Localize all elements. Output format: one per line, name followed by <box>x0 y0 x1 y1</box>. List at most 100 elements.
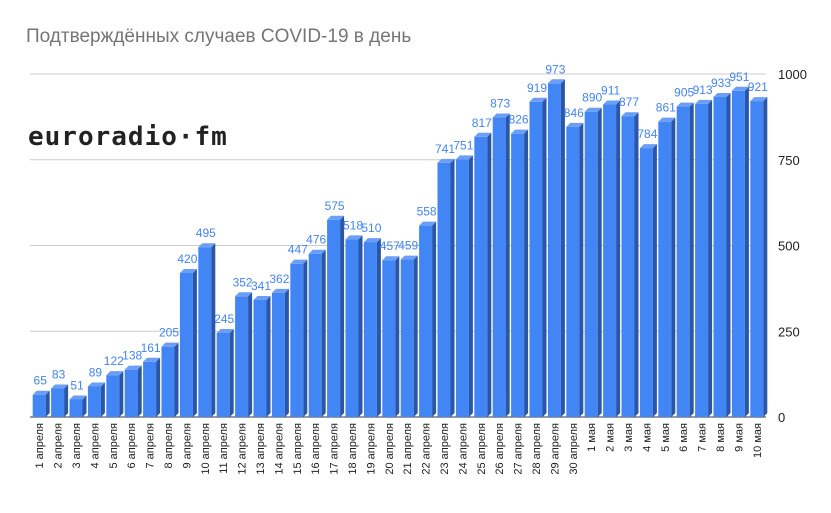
x-tick-label: 7 апреля <box>145 423 157 469</box>
data-label: 161 <box>141 341 161 355</box>
bar <box>290 263 304 417</box>
data-label: 861 <box>656 101 676 115</box>
bar-side <box>119 371 124 417</box>
x-tick-label: 18 апреля <box>347 423 359 475</box>
x-tick-label: 8 апреля <box>163 423 175 469</box>
bar <box>400 259 414 417</box>
data-label: 518 <box>343 218 363 232</box>
bar-side <box>174 342 179 417</box>
data-label: 951 <box>729 70 749 84</box>
bar-side <box>303 259 308 417</box>
bar-side <box>597 107 602 417</box>
x-tick-label: 13 апреля <box>255 423 267 475</box>
bar-top <box>216 328 234 333</box>
bar <box>529 101 543 418</box>
bar-side <box>45 390 50 417</box>
bar <box>621 116 635 418</box>
data-label: 495 <box>196 226 216 240</box>
bar-side <box>192 268 197 417</box>
bar-side <box>340 215 345 417</box>
x-tick-label: 10 мая <box>752 423 764 458</box>
x-tick-label: 4 мая <box>641 423 653 452</box>
x-tick-label: 1 мая <box>586 423 598 452</box>
bar-top <box>529 97 547 102</box>
bar-side <box>82 395 87 417</box>
bar-side <box>689 102 694 418</box>
bar-top <box>676 102 694 107</box>
data-label: 138 <box>122 349 142 363</box>
x-tick-label: 19 апреля <box>365 423 377 475</box>
x-tick-label: 17 апреля <box>329 423 341 475</box>
bar-top <box>308 249 326 254</box>
x-tick-label: 3 апреля <box>71 423 83 469</box>
bar-side <box>652 144 657 417</box>
bar <box>455 159 469 418</box>
bar-top <box>547 79 565 84</box>
bar <box>106 375 120 417</box>
bar <box>161 346 175 417</box>
x-tick-label: 16 апреля <box>310 423 322 475</box>
x-tick-label: 28 апреля <box>531 423 543 475</box>
bar-top <box>474 132 492 137</box>
bar-top <box>695 99 713 104</box>
bar-top <box>345 235 363 240</box>
data-label: 89 <box>89 365 103 379</box>
data-label: 341 <box>251 279 271 293</box>
bar-top <box>179 268 197 273</box>
bar <box>492 117 506 417</box>
bar-top <box>400 255 418 260</box>
bar-side <box>284 288 289 417</box>
y-tick-label: 1000 <box>778 67 807 82</box>
bar <box>603 104 617 417</box>
data-label: 873 <box>490 97 510 111</box>
bar <box>51 388 65 417</box>
bar-top <box>290 259 308 264</box>
y-tick-label: 750 <box>778 153 800 168</box>
x-tick-label: 25 апреля <box>476 423 488 475</box>
bar-side <box>229 328 234 417</box>
bar <box>235 296 249 417</box>
bar-top <box>382 256 400 261</box>
x-tick-label: 7 мая <box>697 423 709 452</box>
data-label: 447 <box>288 243 308 257</box>
bar <box>511 133 525 417</box>
x-tick-label: 15 апреля <box>292 423 304 475</box>
bar <box>327 219 341 417</box>
data-label: 784 <box>637 127 657 141</box>
y-tick-label: 500 <box>778 239 800 254</box>
x-tick-label: 8 мая <box>715 423 727 452</box>
bar <box>658 121 672 417</box>
bar-side <box>358 235 363 417</box>
bar-top <box>198 243 216 248</box>
bar <box>308 253 322 417</box>
bar <box>124 369 138 417</box>
data-label: 65 <box>34 374 48 388</box>
data-label: 459 <box>398 239 418 253</box>
bar-top <box>639 144 657 149</box>
data-label: 921 <box>748 80 768 94</box>
bar <box>198 247 212 417</box>
data-label: 905 <box>674 86 694 100</box>
x-tick-label: 24 апреля <box>457 423 469 475</box>
bar <box>695 103 709 417</box>
bar-side <box>708 99 713 417</box>
bar-side <box>487 132 492 418</box>
bar-top <box>621 112 639 117</box>
x-tick-label: 30 апреля <box>568 423 580 475</box>
bar-side <box>64 384 69 417</box>
x-tick-label: 5 мая <box>660 423 672 452</box>
bar-top <box>327 215 345 220</box>
bar-top <box>32 390 50 395</box>
bar-side <box>395 256 400 417</box>
x-tick-label: 20 апреля <box>384 423 396 475</box>
bar <box>566 126 580 418</box>
bar <box>69 399 83 417</box>
x-tick-label: 21 апреля <box>402 423 414 475</box>
bar <box>676 106 690 418</box>
bar <box>345 239 359 417</box>
bar-top <box>731 86 749 91</box>
bar-side <box>579 122 584 418</box>
x-tick-label: 12 апреля <box>237 423 249 475</box>
x-tick-label: 14 апреля <box>273 423 285 475</box>
bar <box>713 96 727 417</box>
